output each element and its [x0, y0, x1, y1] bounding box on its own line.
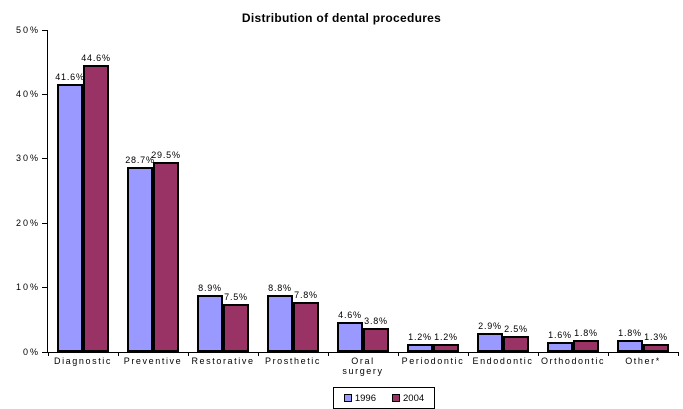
y-axis-tick — [42, 351, 47, 353]
bar-2004-restorative — [223, 303, 249, 352]
x-category-label: Prosthetic — [264, 356, 322, 366]
data-label: 1.8% — [574, 328, 598, 339]
y-tick-label: 10% — [15, 282, 40, 293]
x-category-label: Other* — [625, 356, 661, 366]
bar-2004-diagnostic — [83, 64, 109, 352]
data-label: 1.3% — [644, 331, 668, 342]
data-label: 7.8% — [294, 289, 318, 300]
x-axis-tick — [117, 352, 119, 356]
x-category-label: Restorative — [191, 356, 255, 366]
x-category-label: Endodontic — [472, 356, 534, 366]
category-group: 1.8% 1.3% — [608, 30, 678, 352]
bar-2004-endodontic — [503, 335, 529, 352]
x-axis-tick — [397, 352, 399, 356]
y-tick-label: 0% — [22, 346, 40, 357]
bar-1996-periodontic — [407, 344, 433, 352]
x-axis-tick — [537, 352, 539, 356]
data-label: 44.6% — [81, 52, 111, 63]
data-label: 4.6% — [338, 310, 362, 321]
x-axis-tick — [677, 352, 679, 356]
category-group: 2.9% 2.5% — [468, 30, 538, 352]
y-axis-tick — [42, 93, 47, 95]
legend-label-1996: 1996 — [354, 392, 376, 404]
legend-swatch-1996 — [343, 394, 352, 402]
bar-1996-prosthetic — [267, 295, 293, 352]
x-category-label: Orthodontic — [540, 356, 606, 366]
data-label: 29.5% — [151, 150, 181, 161]
bar-2004-other- — [643, 343, 669, 352]
data-label: 1.2% — [408, 332, 432, 343]
bar-1996-preventive — [127, 167, 153, 352]
y-tick-label: 40% — [15, 88, 40, 99]
y-tick-label: 50% — [15, 24, 40, 35]
y-axis-tick — [42, 158, 47, 160]
bar-1996-orthodontic — [547, 341, 573, 352]
x-axis-line — [47, 352, 678, 353]
category-group: 4.6% 3.8% — [328, 30, 398, 352]
x-axis-tick — [187, 352, 189, 356]
category-group: 1.2% 1.2% — [398, 30, 468, 352]
legend: 1996 2004 — [333, 387, 435, 409]
bar-2004-preventive — [153, 162, 179, 352]
y-axis-line — [47, 30, 48, 352]
x-axis-tick — [607, 352, 609, 356]
data-label: 28.7% — [125, 155, 155, 166]
bar-2004-periodontic — [433, 344, 459, 352]
legend-item-1996: 1996 — [343, 392, 376, 404]
data-label: 8.8% — [268, 283, 292, 294]
data-label: 1.6% — [548, 329, 572, 340]
x-axis-tick — [467, 352, 469, 356]
bar-1996-diagnostic — [57, 84, 83, 352]
bar-1996-oral-surgery — [337, 322, 363, 352]
bar-2004-oral-surgery — [363, 327, 389, 352]
category-group: 8.8% 7.8% — [258, 30, 328, 352]
bar-1996-restorative — [197, 294, 223, 352]
data-label: 1.2% — [434, 332, 458, 343]
x-axis-tick — [257, 352, 259, 356]
bar-2004-orthodontic — [573, 340, 599, 352]
chart-title: Distribution of dental procedures — [241, 11, 442, 25]
data-label: 7.5% — [224, 291, 248, 302]
data-label: 3.8% — [364, 315, 388, 326]
y-tick-label: 20% — [15, 217, 40, 228]
data-label: 2.9% — [478, 321, 502, 332]
data-label: 1.8% — [618, 328, 642, 339]
x-category-label: Oral surgery — [342, 356, 384, 376]
legend-swatch-2004 — [392, 394, 400, 402]
x-axis-tick — [327, 352, 329, 356]
x-category-label: Preventive — [123, 356, 183, 366]
x-category-label: Diagnostic — [53, 356, 113, 366]
legend-item-2004: 2004 — [392, 393, 424, 404]
y-tick-label: 30% — [15, 153, 40, 164]
category-group: 28.7% 29.5% — [118, 30, 188, 352]
legend-label-2004: 2004 — [403, 392, 425, 404]
x-category-label: Periodontic — [401, 356, 465, 366]
bar-1996-endodontic — [477, 333, 503, 352]
y-axis-tick — [42, 222, 47, 224]
data-label: 8.9% — [198, 282, 222, 293]
data-label: 2.5% — [504, 323, 528, 334]
y-axis-tick — [42, 29, 47, 31]
bar-1996-other- — [617, 340, 643, 352]
data-label: 41.6% — [55, 72, 85, 83]
y-axis-tick — [42, 287, 47, 289]
category-group: 8.9% 7.5% — [188, 30, 258, 352]
x-axis-tick — [47, 352, 49, 356]
category-group: 41.6% 44.6% — [48, 30, 118, 352]
category-group: 1.6% 1.8% — [538, 30, 608, 352]
bar-2004-prosthetic — [293, 301, 319, 352]
